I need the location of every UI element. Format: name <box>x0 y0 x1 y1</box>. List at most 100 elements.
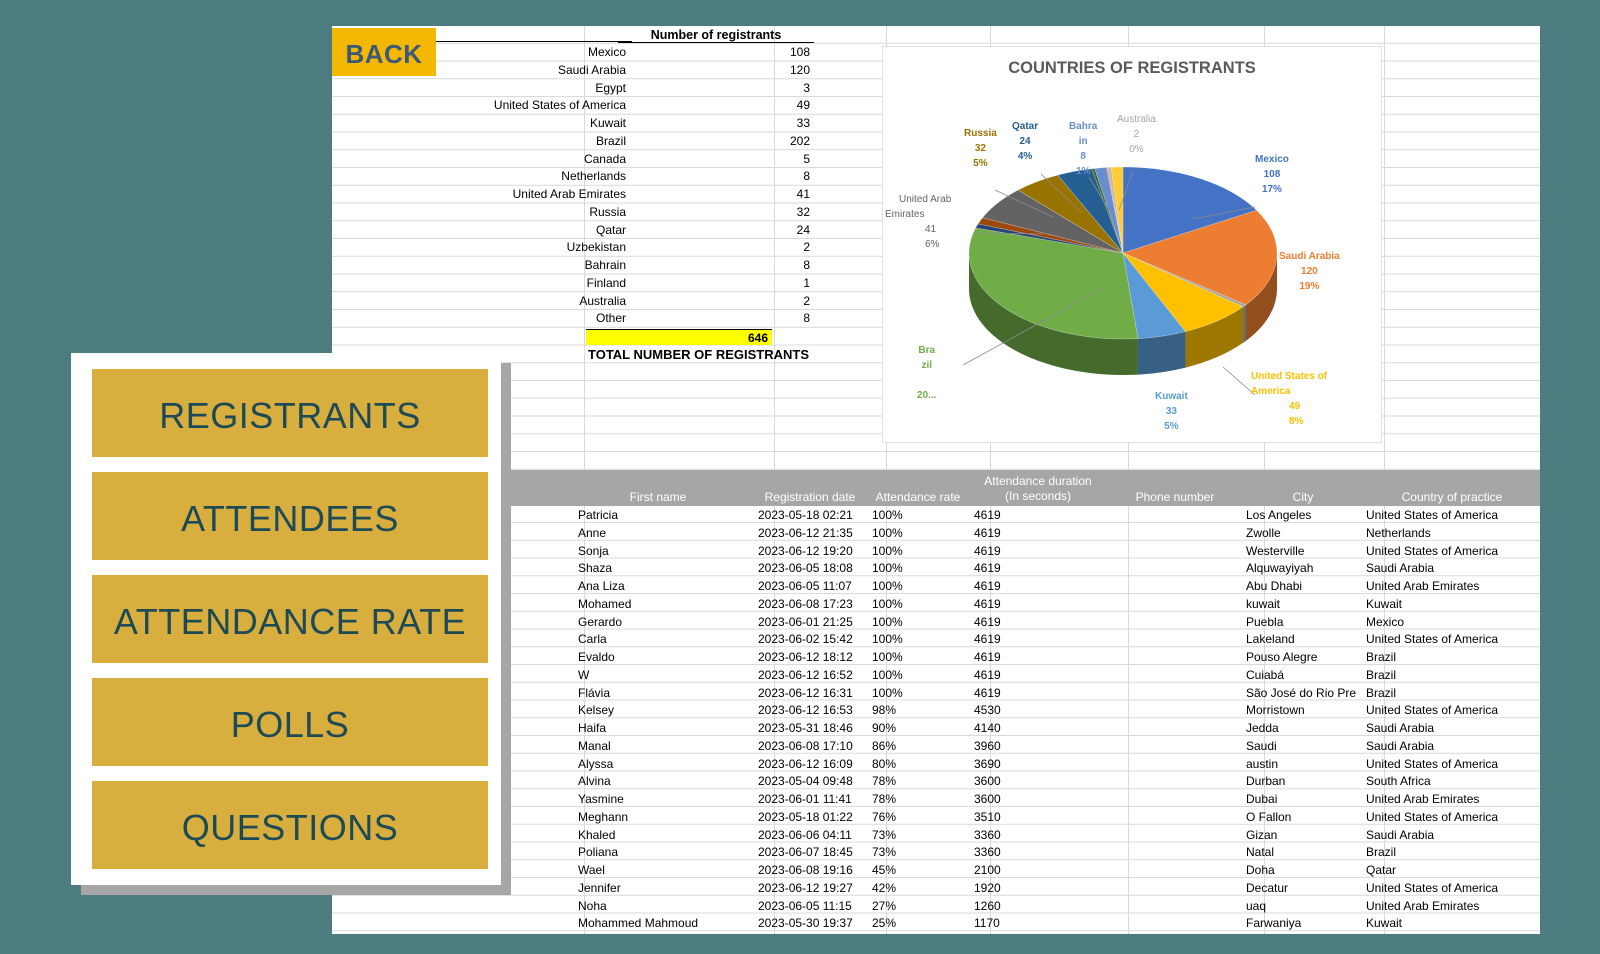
menu-polls-button[interactable]: POLLS <box>92 678 488 766</box>
pie-label-brazil: Bra zil 20... <box>917 343 936 403</box>
menu-registrants-button[interactable]: REGISTRANTS <box>92 369 488 457</box>
table-row[interactable]: Yasmine 2023-06-01 11:41 78% 3600 Dubai Unite… <box>502 791 1540 809</box>
cell-country: Netherlands <box>1366 525 1431 540</box>
label-percent: 4% <box>1017 151 1033 162</box>
label-percent: 8% <box>1289 416 1304 427</box>
cell-city: uaq <box>1246 898 1267 913</box>
cell-first-name: Flávia <box>578 685 611 700</box>
cell-attendance-rate: 100% <box>872 561 903 576</box>
menu-questions-button[interactable]: QUESTIONS <box>92 781 488 869</box>
table-row[interactable]: Mohamed 2023-06-08 17:23 100% 4619 kuwait Kuw… <box>502 596 1540 614</box>
table-row[interactable]: Anne 2023-06-12 21:35 100% 4619 Zwolle Nether… <box>502 525 1540 543</box>
table-row[interactable]: Carla 2023-06-02 15:42 100% 4619 Lakeland Uni… <box>502 631 1540 649</box>
table-row[interactable]: Poliana 2023-06-07 18:45 73% 3360 Natal Brazi… <box>502 844 1540 862</box>
table-row[interactable]: Jennifer 2023-06-12 19:27 42% 1920 Decatur Un… <box>502 880 1540 898</box>
cell-attendance-duration: 4619 <box>974 667 1001 682</box>
country-name: Brazil <box>595 133 626 148</box>
table-row[interactable]: Alyssa 2023-06-12 16:09 80% 3690 austin Unite… <box>502 756 1540 774</box>
country-summary-row: United States of America 49 <box>332 97 814 115</box>
table-row[interactable]: Alvina 2023-05-04 09:48 78% 3600 Durban South… <box>502 773 1540 791</box>
cell-city: Abu Dhabi <box>1246 579 1303 593</box>
table-row[interactable]: Flávia 2023-06-12 16:31 100% 4619 São José d… <box>502 685 1540 703</box>
table-row[interactable]: Gerardo 2023-06-01 21:25 100% 4619 Puebla Mex… <box>502 614 1540 632</box>
label-name: in <box>1078 136 1088 147</box>
cell-first-name: Gerardo <box>578 614 623 629</box>
pie-slice-qatar <box>1057 168 1124 254</box>
label-percent: 17% <box>1261 184 1282 195</box>
label-name: United Arab <box>899 194 952 205</box>
cell-attendance-rate: 100% <box>872 579 903 593</box>
cell-country: Mexico <box>1366 614 1405 629</box>
cell-city: Alquwayiyah <box>1246 561 1314 576</box>
country-summary-row: Australia 2 <box>332 293 814 311</box>
cell-registration-date: 2023-06-08 19:16 <box>758 863 853 877</box>
cell-city: Jedda <box>1246 721 1279 735</box>
col-attendance-rate[interactable]: Attendance rate <box>875 490 961 504</box>
pie-slice-netherlands <box>977 217 1124 254</box>
menu-attendees-button[interactable]: ATTENDEES <box>92 472 488 560</box>
pie-slice-united-arab-emirates <box>982 189 1124 254</box>
registrant-count: 41 <box>796 187 810 201</box>
cell-country: United States of America <box>1366 756 1499 771</box>
pie-side-united-states-of-america <box>1185 306 1244 368</box>
table-row[interactable]: Evaldo 2023-06-12 18:12 100% 4619 Pouso Aleg… <box>502 649 1540 667</box>
table-row[interactable]: Haifa 2023-05-31 18:46 90% 4140 Jedda Saudi A… <box>502 720 1540 738</box>
col-country-of-practice[interactable]: Country of practice <box>1401 490 1503 504</box>
table-row[interactable]: Mohammed Mahmoud 2023-05-30 19:37 25% 1170 F… <box>502 915 1540 933</box>
label-percent: 5% <box>973 158 988 169</box>
label-name: zil <box>921 360 933 371</box>
col-registration-date[interactable]: Registration date <box>764 490 856 504</box>
cell-attendance-duration: 4619 <box>974 543 1001 558</box>
pie-slice-canada <box>975 223 1124 254</box>
header-line: (In seconds) <box>1004 489 1072 503</box>
col-phone-number[interactable]: Phone number <box>1135 490 1215 504</box>
cell-registration-date: 2023-06-01 11:41 <box>758 792 852 806</box>
cell-country: United States of America <box>1366 543 1499 558</box>
cell-attendance-duration: 1170 <box>974 916 1000 931</box>
country-name: Bahrain <box>584 258 626 272</box>
cell-first-name: Carla <box>578 632 607 647</box>
cell-attendance-duration: 1260 <box>974 898 1001 913</box>
table-row[interactable]: Patricia 2023-05-18 02:21 100% 4619 Los Ange… <box>502 507 1540 525</box>
pie-label-usa: United States of America 49 8% <box>1251 369 1327 429</box>
table-row[interactable]: W 2023-06-12 16:52 100% 4619 Cuiabá Brazil <box>502 667 1540 685</box>
table-row[interactable]: Kelsey 2023-06-12 16:53 98% 4530 Morristown U… <box>502 702 1540 720</box>
cell-attendance-rate: 100% <box>872 508 903 522</box>
country-name: Russia <box>589 204 626 219</box>
cell-attendance-rate: 100% <box>872 525 903 540</box>
table-row[interactable]: Khaled 2023-06-06 04:11 73% 3360 Gizan Saudi … <box>502 827 1540 845</box>
pie-leader-line <box>1192 206 1256 220</box>
table-row[interactable]: Shaza 2023-06-05 18:08 100% 4619 Alquwayiyah… <box>502 560 1540 578</box>
menu-attendance-rate-button[interactable]: ATTENDANCE RATE <box>92 575 488 663</box>
cell-city: Natal <box>1246 845 1275 860</box>
table-row[interactable]: Sonja 2023-06-12 19:20 100% 4619 Westerville… <box>502 543 1540 561</box>
col-city[interactable]: City <box>1292 490 1314 504</box>
cell-first-name: Yasmine <box>578 792 624 806</box>
back-button[interactable]: BACK <box>332 28 436 76</box>
table-row[interactable]: Meghann 2023-05-18 01:22 76% 3510 O Fallon Un… <box>502 809 1540 827</box>
cell-attendance-duration: 4619 <box>974 525 1001 540</box>
label-value: 32 <box>974 143 986 154</box>
cell-attendance-rate: 100% <box>872 614 903 629</box>
table-row[interactable]: Manal 2023-06-08 17:10 86% 3960 Saudi Saudi A… <box>502 738 1540 756</box>
cell-attendance-duration: 4619 <box>974 596 1001 611</box>
label-name: Qatar <box>1012 121 1039 132</box>
pie-plot <box>962 166 1278 396</box>
col-attendance-duration[interactable]: Attendance duration (In seconds) <box>970 474 1106 504</box>
pie-leader-line <box>994 189 1054 218</box>
table-row[interactable]: Noha 2023-06-05 11:15 27% 1260 uaq United Ara… <box>502 898 1540 916</box>
col-first-name[interactable]: First name <box>629 490 687 504</box>
country-name: Netherlands <box>561 169 626 184</box>
table-row[interactable]: Ana Liza 2023-06-05 11:07 100% 4619 Abu Dhab… <box>502 578 1540 596</box>
cell-attendance-duration: 4619 <box>974 614 1001 629</box>
cell-attendance-rate: 25% <box>872 916 897 931</box>
country-name: Kuwait <box>589 116 626 130</box>
cell-registration-date: 2023-06-01 21:25 <box>758 614 853 629</box>
cell-attendance-rate: 73% <box>872 827 897 842</box>
cell-registration-date: 2023-06-12 16:31 <box>758 685 853 700</box>
registrant-count: 32 <box>796 204 810 219</box>
label-percent: 1% <box>1075 166 1091 177</box>
pie-side-kuwait <box>1137 331 1186 375</box>
table-row[interactable]: Wael 2023-06-08 19:16 45% 2100 Doha Qatar <box>502 862 1540 880</box>
cell-first-name: Sonja <box>578 543 609 558</box>
